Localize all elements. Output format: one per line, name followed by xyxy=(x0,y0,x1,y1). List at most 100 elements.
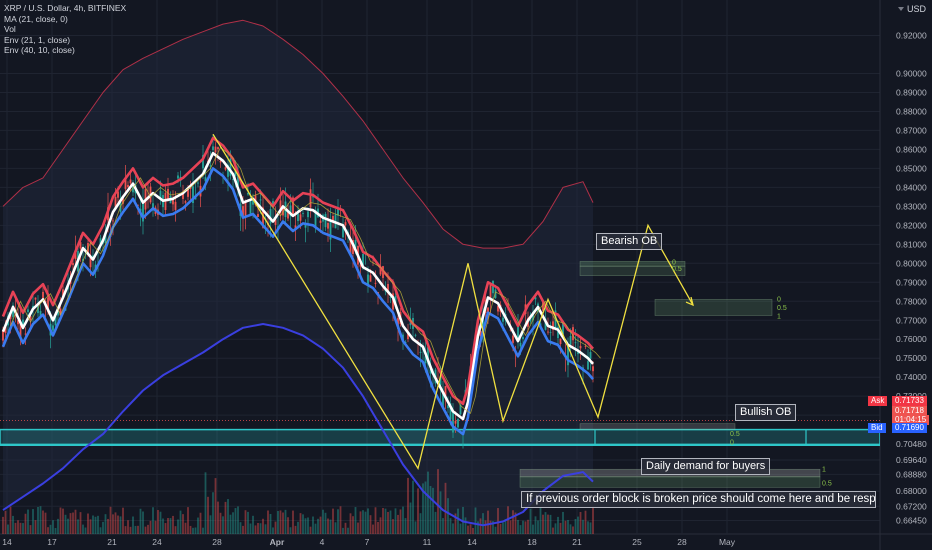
volume-bar xyxy=(442,518,444,534)
volume-bar xyxy=(27,509,29,534)
volume-bar xyxy=(454,513,457,534)
volume-bar xyxy=(519,525,522,534)
candle-body xyxy=(332,215,334,222)
candle-body xyxy=(367,274,369,285)
time-tick-label: May xyxy=(719,537,736,547)
candle-body xyxy=(27,309,29,312)
volume-bar xyxy=(17,520,19,534)
price-axis[interactable]: 0.92000 0.90000 0.89000 0.88000 0.87000 0.860… xyxy=(896,31,927,526)
volume-bar xyxy=(464,517,467,534)
candle-body xyxy=(212,146,214,150)
candle-body xyxy=(159,190,162,200)
legend-ma[interactable]: MA (21, close, 0) xyxy=(4,13,68,24)
symbol-title[interactable]: XRP / U.S. Dollar, 4h, BITFINEX xyxy=(4,3,127,13)
volume-bar xyxy=(489,520,492,534)
volume-bar xyxy=(517,519,519,534)
volume-bar xyxy=(534,516,537,534)
volume-bar xyxy=(427,471,429,534)
candle-body xyxy=(562,321,564,335)
daily-demand-label[interactable]: Daily demand for buyers xyxy=(641,458,771,475)
candle-body xyxy=(42,291,44,299)
candle-body xyxy=(287,210,289,219)
volume-bar xyxy=(387,511,389,534)
candle-body xyxy=(167,188,169,201)
bearish-ob-label[interactable]: Bearish OB xyxy=(596,233,663,250)
candle-body xyxy=(567,344,569,366)
volume-bar xyxy=(149,520,152,534)
volume-bar xyxy=(274,521,277,534)
candle-body xyxy=(79,242,82,249)
volume-bar xyxy=(144,526,147,534)
candle-body xyxy=(29,316,32,321)
volume-bar xyxy=(472,527,474,534)
volume-bar xyxy=(592,506,594,534)
volume-bar xyxy=(277,511,279,534)
candle-body xyxy=(302,213,304,214)
candle-body xyxy=(592,366,594,372)
time-tick-label: 28 xyxy=(212,537,222,547)
volume-bar xyxy=(322,509,324,534)
volume-bar xyxy=(42,510,44,534)
volume-bar xyxy=(554,523,557,534)
legend-env-40[interactable]: Env (40, 10, close) xyxy=(4,45,75,55)
candle-body xyxy=(442,393,444,407)
candle-body xyxy=(202,155,204,169)
candle-body xyxy=(554,310,557,329)
volume-bar xyxy=(419,513,422,534)
price-tick-label: 0.67200 xyxy=(896,501,927,511)
candle-body xyxy=(124,178,127,189)
price-tick-label: 0.70480 xyxy=(896,439,927,449)
candle-body xyxy=(329,220,332,240)
volume-bar xyxy=(159,511,162,534)
legend-vol[interactable]: Vol xyxy=(4,24,16,34)
candle-body xyxy=(489,283,492,301)
price-tick-label: 0.79000 xyxy=(896,277,927,287)
volume-bar xyxy=(424,481,427,534)
time-tick-label: 24 xyxy=(152,537,162,547)
time-axis[interactable]: 14 17 21 24 28 Apr 4 7 11 14 18 21 25 28 May xyxy=(2,537,736,547)
volume-bar xyxy=(494,526,497,534)
volume-bar xyxy=(269,513,272,534)
price-tick-label: 0.78000 xyxy=(896,296,927,306)
volume-bar xyxy=(497,508,499,534)
volume-bar xyxy=(284,509,287,534)
candle-body xyxy=(574,342,577,344)
volume-bar xyxy=(124,526,127,534)
candle-body xyxy=(262,207,264,228)
volume-bar xyxy=(37,506,39,534)
volume-bar xyxy=(502,522,504,534)
volume-bar xyxy=(97,515,99,534)
volume-bar xyxy=(407,477,409,534)
candle-body xyxy=(237,174,239,186)
volume-bar xyxy=(449,518,452,534)
volume-bar xyxy=(279,510,282,534)
volume-bar xyxy=(392,519,394,534)
currency-selector[interactable]: USD xyxy=(897,4,926,14)
order-block-box xyxy=(654,299,773,316)
candle-body xyxy=(192,186,194,204)
candle-body xyxy=(12,305,14,317)
demand-zone-band xyxy=(0,428,880,446)
candle-body xyxy=(177,175,179,179)
legend-env-21[interactable]: Env (21, 1, close) xyxy=(4,34,71,45)
candle-body xyxy=(289,205,292,217)
price-tick-label: 0.92000 xyxy=(896,31,927,41)
volume-bar xyxy=(117,515,119,534)
candle-body xyxy=(362,253,364,267)
bullish-ob-label[interactable]: Bullish OB xyxy=(735,404,797,421)
candle-body xyxy=(62,289,64,298)
candle-body xyxy=(232,179,234,180)
broken-block-note[interactable]: If previous order block is broken price … xyxy=(521,491,876,508)
volume-bar xyxy=(34,520,37,534)
candle-body xyxy=(414,334,417,336)
candle-body xyxy=(519,342,522,347)
volume-bar xyxy=(9,506,12,534)
volume-bar xyxy=(452,523,454,534)
volume-bar xyxy=(367,508,369,534)
candle-body xyxy=(244,201,247,217)
candle-body xyxy=(307,211,309,218)
volume-bar xyxy=(152,507,154,534)
volume-bar xyxy=(54,527,57,534)
volume-bar xyxy=(432,487,434,534)
